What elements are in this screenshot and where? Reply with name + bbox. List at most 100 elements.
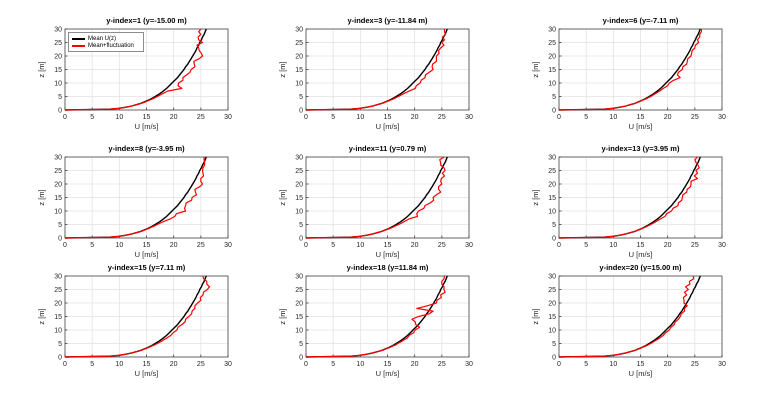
x-tick-label: 0 xyxy=(63,361,67,368)
fluctuation-profile-line xyxy=(64,275,211,358)
x-tick-label: 15 xyxy=(143,361,151,368)
subplot-7-title: y-index=15 (y=7.11 m) xyxy=(107,263,186,272)
x-tick-label: 10 xyxy=(356,361,364,368)
y-tick-label: 0 xyxy=(552,355,556,362)
y-tick-label: 0 xyxy=(299,108,303,115)
y-tick-label: 25 xyxy=(295,168,303,175)
y-tick-label: 20 xyxy=(548,301,556,308)
subplot-5-title: y-index=11 (y=0.79 m) xyxy=(348,144,427,153)
y-tick-label: 0 xyxy=(552,236,556,243)
x-tick-label: 15 xyxy=(143,242,151,249)
fluctuation-profile-line xyxy=(305,156,446,239)
x-tick-label: 0 xyxy=(304,114,308,121)
x-tick-label: 15 xyxy=(637,361,645,368)
y-tick-label: 30 xyxy=(54,274,62,281)
fluctuation-profile-line xyxy=(558,275,695,358)
y-tick-label: 0 xyxy=(552,108,556,115)
y-tick-label: 10 xyxy=(295,81,303,88)
x-tick-label: 30 xyxy=(718,242,726,249)
x-tick-label: 10 xyxy=(115,114,123,121)
x-tick-label: 30 xyxy=(465,361,473,368)
x-tick-label: 30 xyxy=(718,361,726,368)
y-tick-label: 5 xyxy=(58,341,62,348)
x-tick-label: 15 xyxy=(384,114,392,121)
subplot-8-title: y-index=18 (y=11.84 m) xyxy=(346,263,429,272)
x-tick-label: 15 xyxy=(384,361,392,368)
x-tick-label: 5 xyxy=(331,361,335,368)
y-axis-label: z [m] xyxy=(277,308,287,325)
y-tick-label: 15 xyxy=(295,67,303,74)
mean-line-swatch xyxy=(72,37,85,40)
y-tick-label: 5 xyxy=(58,222,62,229)
x-tick-label: 0 xyxy=(557,242,561,249)
legend: Mean U(z) Mean+fluctuation xyxy=(68,32,144,52)
x-tick-label: 20 xyxy=(170,114,178,121)
y-tick-label: 5 xyxy=(299,222,303,229)
subplot-6-title: y-index=13 (y=3.95 m) xyxy=(601,144,680,153)
fluctuation-profile-line xyxy=(305,275,446,358)
y-tick-label: 5 xyxy=(299,94,303,101)
x-tick-label: 25 xyxy=(438,114,446,121)
y-tick-label: 20 xyxy=(54,182,62,189)
y-axis-label: z [m] xyxy=(530,189,540,206)
x-axis-label: U [m/s] xyxy=(628,369,653,378)
fluctuation-line-swatch xyxy=(72,44,85,47)
fluctuation-profile-line xyxy=(64,28,204,111)
y-tick-label: 10 xyxy=(54,81,62,88)
y-tick-label: 15 xyxy=(54,67,62,74)
y-tick-label: 0 xyxy=(299,236,303,243)
x-axis-label: U [m/s] xyxy=(134,250,159,259)
y-tick-label: 30 xyxy=(295,27,303,34)
x-tick-label: 25 xyxy=(197,361,205,368)
x-tick-label: 10 xyxy=(609,114,617,121)
y-axis-label: z [m] xyxy=(36,189,46,206)
legend-entry-fluctuation: Mean+fluctuation xyxy=(72,42,140,49)
x-axis-label: U [m/s] xyxy=(134,369,159,378)
x-tick-label: 5 xyxy=(90,114,94,121)
y-tick-label: 30 xyxy=(295,155,303,162)
y-tick-label: 10 xyxy=(548,81,556,88)
x-tick-label: 0 xyxy=(304,361,308,368)
y-tick-label: 20 xyxy=(295,301,303,308)
subplot-9-title: y-index=20 (y=15.00 m) xyxy=(599,263,682,272)
subplot-1-title: y-index=1 (y=-15.00 m) xyxy=(106,16,187,25)
legend-entry-mean: Mean U(z) xyxy=(72,35,140,42)
y-tick-label: 5 xyxy=(58,94,62,101)
y-tick-label: 20 xyxy=(295,54,303,61)
x-tick-label: 10 xyxy=(115,361,123,368)
x-tick-label: 0 xyxy=(557,361,561,368)
y-tick-label: 25 xyxy=(548,40,556,47)
x-tick-label: 10 xyxy=(115,242,123,249)
x-tick-label: 5 xyxy=(584,114,588,121)
y-tick-label: 15 xyxy=(548,314,556,321)
y-tick-label: 25 xyxy=(295,287,303,294)
y-tick-label: 30 xyxy=(54,155,62,162)
x-tick-label: 20 xyxy=(664,242,672,249)
y-tick-label: 5 xyxy=(552,222,556,229)
y-tick-label: 0 xyxy=(58,236,62,243)
subplot-4-title: y-index=8 (y=-3.95 m) xyxy=(108,144,185,153)
y-tick-label: 20 xyxy=(548,182,556,189)
x-tick-label: 5 xyxy=(584,242,588,249)
fluctuation-profile-line xyxy=(558,29,703,111)
y-tick-label: 10 xyxy=(548,328,556,335)
x-tick-label: 5 xyxy=(331,114,335,121)
x-tick-label: 25 xyxy=(691,242,699,249)
y-tick-label: 15 xyxy=(548,67,556,74)
y-axis-label: z [m] xyxy=(277,61,287,78)
y-tick-label: 30 xyxy=(548,274,556,281)
x-tick-label: 30 xyxy=(224,361,232,368)
y-tick-label: 10 xyxy=(295,209,303,216)
y-tick-label: 0 xyxy=(58,108,62,115)
x-axis-label: U [m/s] xyxy=(628,122,653,131)
y-tick-label: 25 xyxy=(54,287,62,294)
x-tick-label: 15 xyxy=(384,242,392,249)
y-tick-label: 25 xyxy=(54,40,62,47)
x-tick-label: 20 xyxy=(411,242,419,249)
legend-label: Mean U(z) xyxy=(88,35,117,42)
y-tick-label: 0 xyxy=(299,355,303,362)
y-tick-label: 30 xyxy=(548,155,556,162)
y-tick-label: 0 xyxy=(58,355,62,362)
y-tick-label: 20 xyxy=(54,54,62,61)
